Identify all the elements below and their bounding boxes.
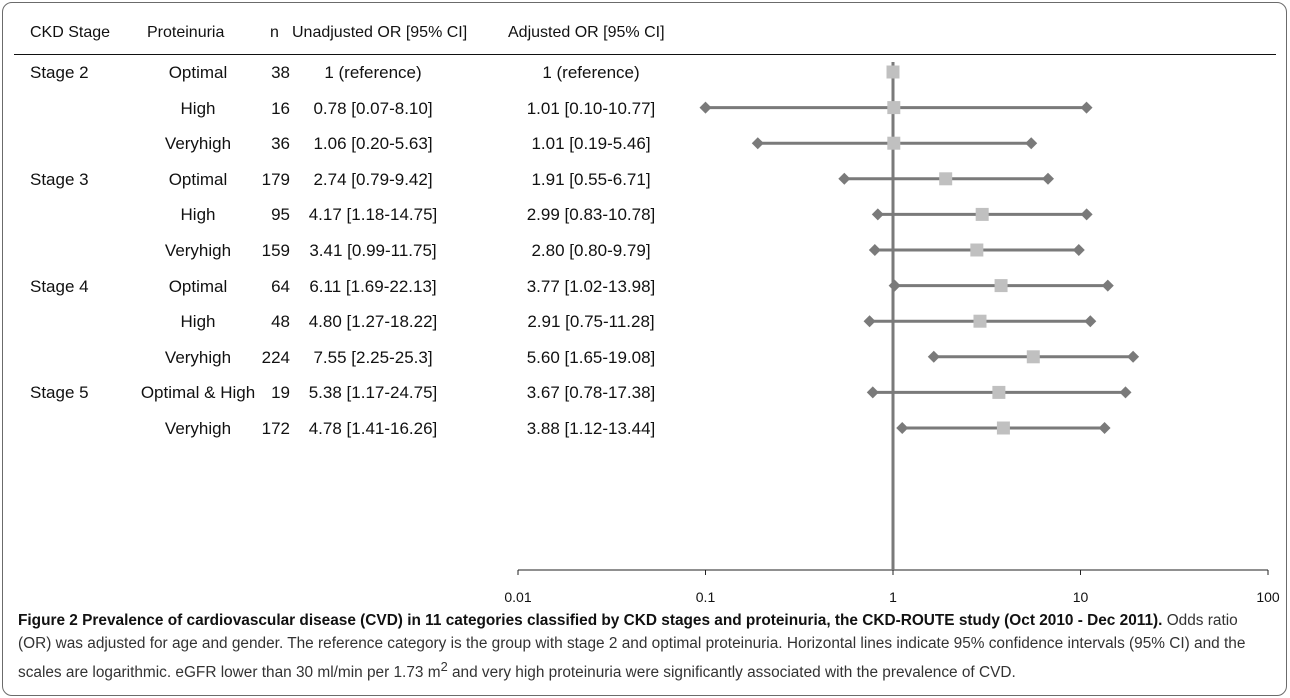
odds-ratio-point [970, 243, 984, 257]
row-n: 95 [271, 205, 290, 225]
row-proteinuria: Optimal [168, 169, 228, 189]
row-adjusted-or: 3.67 [0.78-17.38] [526, 383, 656, 403]
row-proteinuria: Optimal [168, 276, 228, 296]
header-unadjusted-or: Unadjusted OR [95% CI] [292, 24, 468, 41]
row-unadjusted-or: 2.74 [0.79-9.42] [313, 169, 433, 189]
row-adjusted-or: 2.80 [0.80-9.79] [531, 241, 651, 260]
ci-upper-marker [1127, 350, 1140, 363]
odds-ratio-point [992, 385, 1006, 399]
caption-title: Figure 2 Prevalence of cardiovascular di… [18, 612, 1163, 629]
row-n: 179 [261, 169, 290, 189]
row-unadjusted-or: 4.80 [1.27-18.22] [308, 312, 438, 332]
odds-ratio-point [994, 279, 1008, 293]
ci-upper-marker [1025, 137, 1038, 150]
row-stage: Stage 2 [30, 63, 89, 82]
caption-body-end: and very high proteinuria were significa… [447, 664, 1016, 682]
row-unadjusted-or: 7.55 [2.25-25.3] [313, 347, 433, 367]
odds-ratio-point [939, 172, 953, 186]
row-proteinuria: Veryhigh [164, 347, 232, 367]
ci-upper-marker [1080, 208, 1093, 221]
x-tick-label: 1 [889, 589, 897, 605]
x-tick-label: 10 [1072, 589, 1089, 605]
ci-lower-marker [868, 244, 881, 256]
header-n: n [270, 24, 279, 41]
row-unadjusted-or: 6.11 [1.69-22.13] [309, 276, 437, 296]
row-proteinuria: Optimal [168, 63, 228, 82]
row-adjusted-or: 2.99 [0.83-10.78] [526, 205, 656, 225]
row-proteinuria: Veryhigh [164, 134, 232, 154]
row-unadjusted-or: 4.78 [1.41-16.26] [308, 419, 438, 438]
odds-ratio-point [886, 65, 900, 79]
row-adjusted-or: 3.77 [1.02-13.98] [526, 276, 656, 296]
ci-lower-marker [888, 279, 901, 292]
row-n: 224 [261, 347, 290, 367]
ci-lower-marker [863, 315, 876, 328]
ci-lower-marker [866, 386, 879, 399]
row-n: 19 [271, 383, 290, 403]
header-proteinuria: Proteinuria [147, 24, 225, 41]
x-tick-label: 0.01 [504, 589, 532, 605]
ci-upper-marker [1119, 386, 1132, 399]
header-adjusted-or: Adjusted OR [95% CI] [508, 24, 665, 41]
row-adjusted-or: 1 (reference) [542, 63, 640, 82]
row-proteinuria: High [180, 205, 216, 225]
odds-ratio-point [973, 314, 987, 328]
figure-caption: Figure 2 Prevalence of cardiovascular di… [18, 609, 1273, 684]
ci-lower-marker [871, 208, 884, 221]
row-stage: Stage 3 [30, 169, 89, 189]
odds-ratio-point [887, 136, 901, 150]
ci-upper-marker [1042, 172, 1055, 185]
x-tick-label: 100 [1256, 589, 1280, 605]
ci-lower-marker [896, 422, 909, 434]
row-n: 38 [271, 63, 290, 82]
row-adjusted-or: 3.88 [1.12-13.44] [526, 419, 656, 438]
ci-upper-marker [1084, 315, 1097, 328]
row-n: 172 [261, 419, 290, 438]
ci-lower-marker [838, 172, 851, 185]
row-unadjusted-or: 4.17 [1.18-14.75] [308, 205, 438, 225]
row-n: 36 [271, 134, 290, 154]
row-unadjusted-or: 5.38 [1.17-24.75] [308, 383, 438, 403]
odds-ratio-point [996, 421, 1010, 435]
row-proteinuria: Veryhigh [164, 241, 232, 260]
row-proteinuria: High [180, 312, 216, 332]
row-proteinuria: High [180, 98, 216, 118]
ci-upper-marker [1072, 244, 1085, 256]
row-proteinuria: Optimal & High [140, 383, 256, 403]
row-n: 64 [271, 276, 290, 296]
row-n: 16 [271, 98, 290, 118]
ci-upper-marker [1080, 101, 1093, 114]
row-adjusted-or: 1.01 [0.19-5.46] [531, 134, 651, 154]
row-unadjusted-or: 1 (reference) [324, 63, 422, 82]
row-proteinuria: Veryhigh [164, 419, 232, 438]
odds-ratio-point [887, 101, 901, 115]
ci-lower-marker [751, 137, 764, 150]
row-adjusted-or: 1.01 [0.10-10.77] [526, 98, 656, 118]
header-ckd-stage: CKD Stage [30, 24, 111, 41]
odds-ratio-point [975, 207, 989, 221]
ci-lower-marker [927, 350, 940, 363]
row-adjusted-or: 2.91 [0.75-11.28] [527, 312, 655, 332]
x-tick-label: 0.1 [695, 589, 716, 605]
ci-upper-marker [1098, 422, 1111, 434]
ci-lower-marker [699, 101, 712, 114]
row-n: 159 [261, 241, 290, 260]
caption-superscript: 2 [440, 659, 448, 674]
row-n: 48 [271, 312, 290, 332]
row-unadjusted-or: 0.78 [0.07-8.10] [313, 98, 433, 118]
odds-ratio-point [1026, 350, 1040, 364]
row-unadjusted-or: 3.41 [0.99-11.75] [309, 241, 437, 260]
row-stage: Stage 5 [30, 383, 89, 403]
header-rule [14, 54, 1276, 55]
forest-plot [517, 62, 1269, 575]
row-adjusted-or: 1.91 [0.55-6.71] [531, 169, 651, 189]
row-unadjusted-or: 1.06 [0.20-5.63] [313, 134, 433, 154]
row-adjusted-or: 5.60 [1.65-19.08] [526, 347, 656, 367]
row-stage: Stage 4 [30, 276, 89, 296]
ci-upper-marker [1101, 279, 1114, 292]
caption-body: Odds ratio (OR) was adjusted for age and… [18, 612, 1246, 682]
